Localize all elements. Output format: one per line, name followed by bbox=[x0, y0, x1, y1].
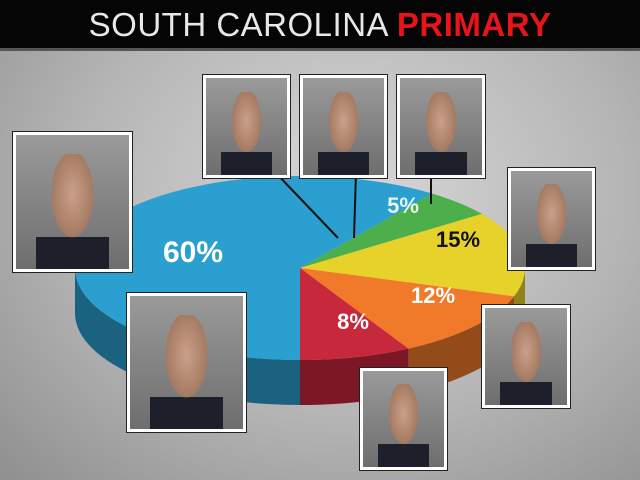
pie-slice-4 bbox=[300, 213, 526, 297]
leader-line-1 bbox=[353, 171, 357, 239]
pie-slice-3 bbox=[300, 193, 483, 268]
candidate-photo-top-2 bbox=[300, 75, 387, 178]
candidate-photo-left bbox=[13, 132, 132, 272]
candidate-photo-bottom bbox=[360, 368, 447, 470]
leader-line-0 bbox=[274, 171, 339, 239]
candidate-photo-top-1 bbox=[203, 75, 290, 178]
candidate-photo-bottom-right bbox=[482, 305, 570, 408]
pie-slice-5 bbox=[300, 268, 514, 349]
pie-slice-6 bbox=[300, 268, 409, 360]
slice-label-6: 8% bbox=[337, 309, 369, 334]
title-part1: SOUTH CAROLINA bbox=[88, 6, 388, 43]
slice-label-4: 15% bbox=[436, 227, 480, 252]
slice-label-3: 5% bbox=[387, 193, 419, 218]
slice-label-0: 60% bbox=[163, 236, 223, 269]
title-part2: PRIMARY bbox=[396, 6, 552, 43]
candidate-photo-top-3 bbox=[397, 75, 485, 178]
slice-label-5: 12% bbox=[411, 283, 455, 308]
candidate-photo-bottom-left bbox=[127, 293, 246, 432]
title-bar: SOUTH CAROLINA PRIMARY bbox=[0, 0, 640, 51]
candidate-photo-right bbox=[508, 168, 595, 270]
